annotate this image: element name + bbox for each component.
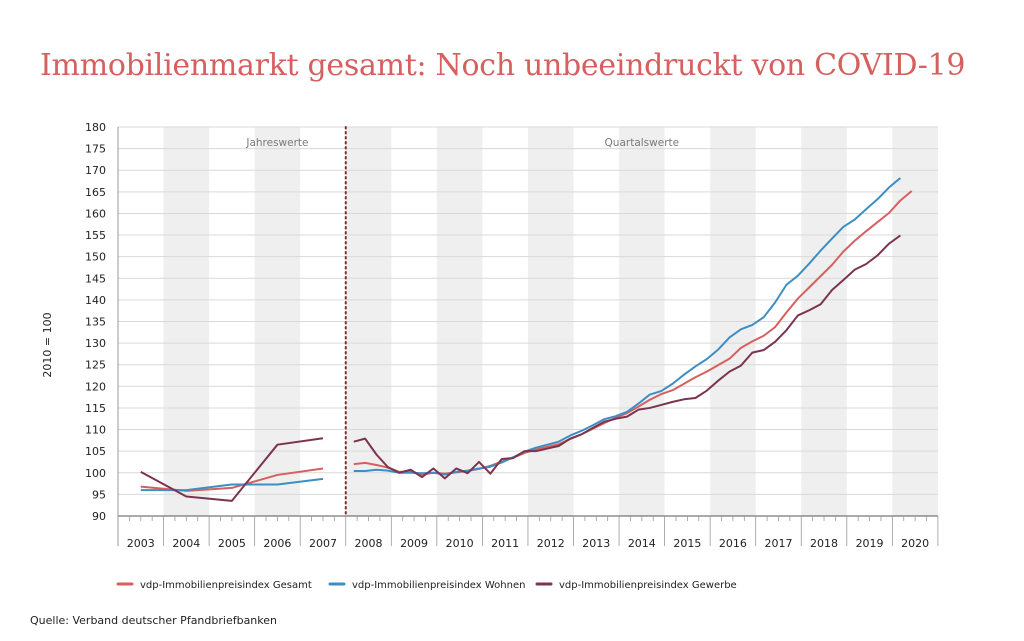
x-tick-label: 2020: [901, 537, 929, 550]
y-tick-label: 145: [85, 272, 106, 285]
x-tick-label: 2018: [810, 537, 838, 550]
x-tick-label: 2010: [446, 537, 474, 550]
x-tick-label: 2017: [764, 537, 792, 550]
legend-label-gesamt: vdp-Immobilienpreisindex Gesamt: [140, 580, 312, 591]
series-line-quarterly-wohnen: [353, 177, 901, 476]
y-tick-label: 115: [85, 402, 106, 415]
y-tick-label: 135: [85, 316, 106, 329]
line-chart: 90 95 100 105 110 115 120 125 130 135 140 145 150 155…: [41, 121, 939, 591]
x-tick-label: 2011: [491, 537, 519, 550]
legend-label-gewerbe: vdp-Immobilienpreisindex Gewerbe: [559, 580, 737, 591]
x-tick-label: 2007: [309, 537, 337, 550]
y-tick-label: 130: [85, 337, 106, 350]
segment-label-annual: Jahreswerte: [245, 137, 308, 149]
y-tick-label: 90: [92, 510, 106, 523]
x-tick-label: 2014: [628, 537, 656, 550]
y-tick-label: 125: [85, 359, 106, 372]
segment-labels: Jahreswerte Quartalswerte: [245, 137, 679, 149]
y-tick-label: 95: [92, 488, 106, 501]
series-line-annual-wohnen: [140, 477, 324, 492]
series-lines: [140, 177, 913, 502]
x-tick-label: 2008: [355, 537, 383, 550]
x-tick-label: 2004: [172, 537, 200, 550]
x-tick-label: 2019: [856, 537, 884, 550]
legend-label-wohnen: vdp-Immobilienpreisindex Wohnen: [352, 580, 525, 591]
y-tick-label: 140: [85, 294, 106, 307]
y-tick-label: 110: [85, 424, 106, 437]
y-tick-label: 120: [85, 380, 106, 393]
y-tick-label: 170: [85, 164, 106, 177]
chart-title: Immobilienmarkt gesamt: Noch unbeeindruc…: [40, 48, 966, 83]
y-axis: 90 95 100 105 110 115 120 125 130 135 140 145 150 155…: [85, 121, 106, 523]
y-tick-label: 175: [85, 143, 106, 156]
series-line-annual-gewerbe: [140, 437, 324, 502]
series-line-quarterly-gewerbe: [353, 234, 901, 480]
y-tick-label: 105: [85, 445, 106, 458]
y-tick-label: 100: [85, 467, 106, 480]
y-tick-label: 160: [85, 207, 106, 220]
x-tick-label: 2009: [400, 537, 428, 550]
y-tick-label: 165: [85, 186, 106, 199]
x-tick-label: 2016: [719, 537, 747, 550]
x-tick-label: 2003: [127, 537, 155, 550]
x-tick-label: 2013: [582, 537, 610, 550]
x-tick-label: 2006: [263, 537, 291, 550]
legend: vdp-Immobilienpreisindex Gesamt vdp-Immo…: [116, 580, 737, 591]
x-tick-label: 2005: [218, 537, 246, 550]
x-tick-label: 2015: [673, 537, 701, 550]
y-tick-label: 155: [85, 229, 106, 242]
x-axis: 2003 2004 2005 2006 2007 2008 2009 2010 2011 2012…: [117, 127, 939, 550]
y-tick-label: 150: [85, 251, 106, 264]
segment-label-quarterly: Quartalswerte: [605, 137, 680, 149]
source-note: Quelle: Verband deutscher Pfandbriefbank…: [30, 614, 278, 627]
x-tick-label: 2012: [537, 537, 565, 550]
y-axis-label: 2010 = 100: [41, 312, 54, 377]
y-tick-label: 180: [85, 121, 106, 134]
